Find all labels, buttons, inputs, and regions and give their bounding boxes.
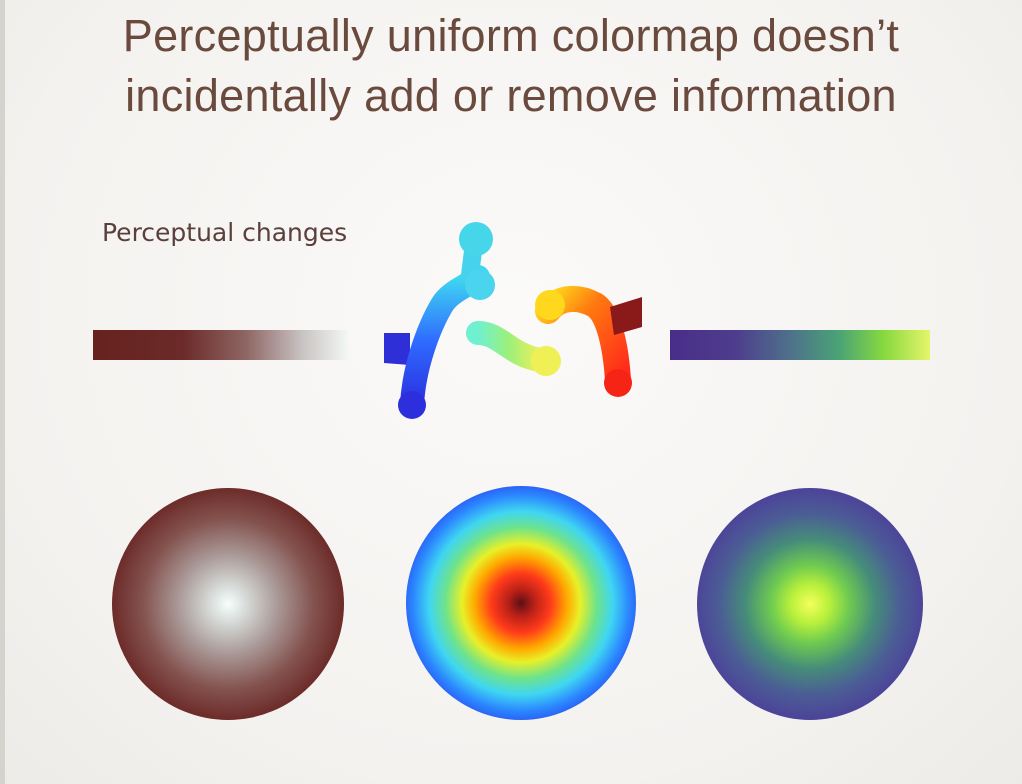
path-segment-blue-base xyxy=(384,333,410,365)
path-segment-darkred xyxy=(610,297,642,335)
colormap-bar-red-white xyxy=(93,330,348,360)
path-point-cyan-mid xyxy=(465,270,495,300)
path-point-yellow-top xyxy=(535,290,565,320)
title-line-1: Perceptually uniform colormap doesn’t xyxy=(122,10,900,61)
path-point-yellow xyxy=(531,346,561,376)
colormap-bar-viridis xyxy=(670,330,930,360)
perceptual-changes-label: Perceptual changes xyxy=(102,218,348,247)
colormap-disc-viridis xyxy=(697,488,923,720)
path-point-blue-end xyxy=(398,391,426,419)
title-line-2: incidentally add or remove information xyxy=(125,70,897,121)
slide-edge xyxy=(0,0,5,784)
slide-title: Perceptually uniform colormap doesn’t in… xyxy=(0,6,1022,126)
path-point-cyan-top xyxy=(459,222,493,256)
colormap-disc-red-white xyxy=(112,488,344,720)
colormap-disc-jet xyxy=(406,486,636,720)
path-segment-green xyxy=(466,321,552,372)
perceptual-changes-path-diagram xyxy=(384,222,642,419)
path-point-red-end xyxy=(604,369,632,397)
path-segment-blue xyxy=(400,265,490,417)
